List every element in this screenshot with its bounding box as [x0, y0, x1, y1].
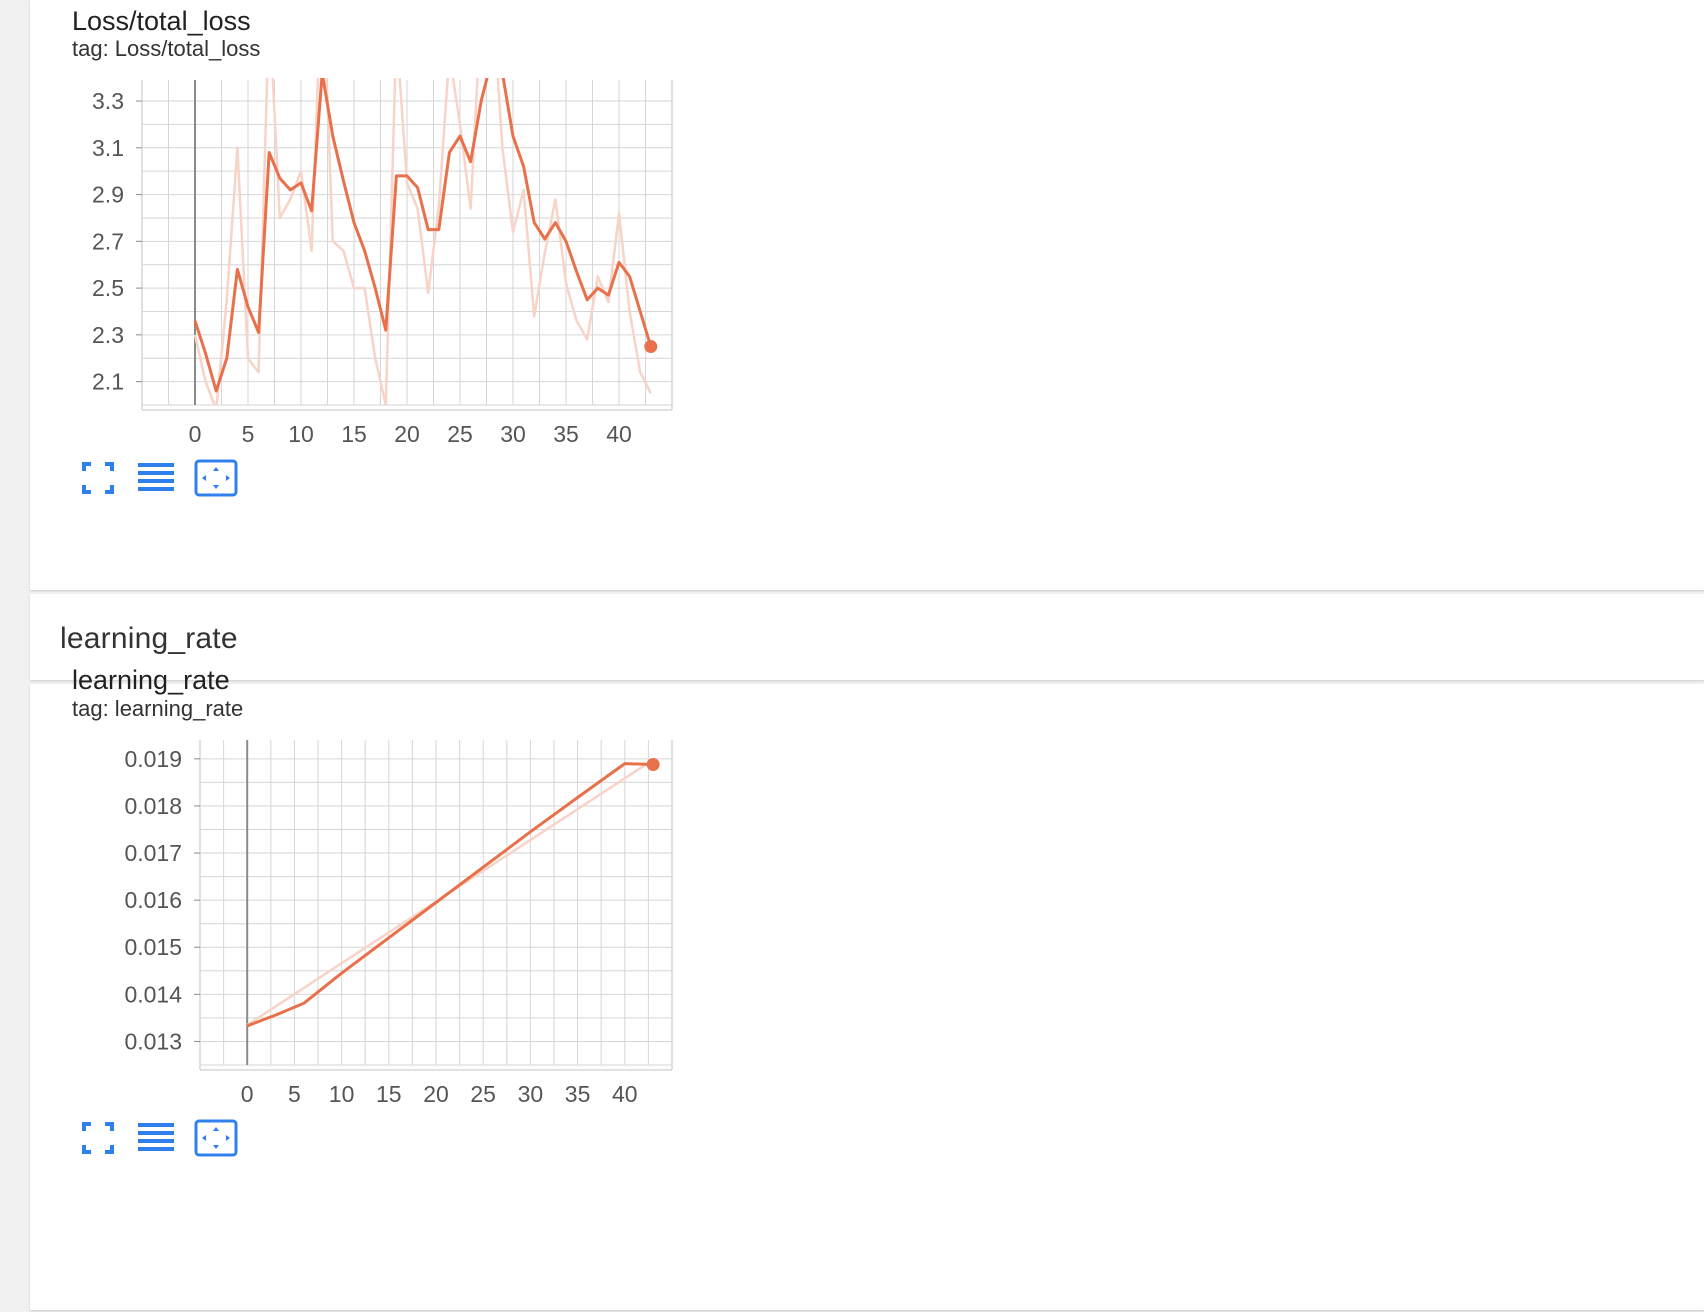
data-table-button[interactable]	[136, 458, 176, 498]
x-tick-label: 35	[565, 1081, 591, 1107]
x-tick-label: 5	[288, 1081, 301, 1107]
y-tick-label: 0.019	[124, 746, 182, 772]
x-tick-label: 40	[612, 1081, 638, 1107]
x-tick-label: 30	[500, 421, 526, 447]
y-tick-label: 0.016	[124, 887, 182, 913]
fullscreen-button[interactable]	[78, 1118, 118, 1158]
fullscreen-icon	[78, 458, 118, 498]
group-title: learning_rate	[60, 622, 238, 656]
x-tick-label: 10	[329, 1081, 355, 1107]
y-tick-label: 0.014	[124, 981, 182, 1007]
group-header-learning-rate[interactable]: learning_rate	[30, 594, 1704, 680]
fit-domain-button[interactable]	[194, 1118, 234, 1158]
x-tick-label: 40	[606, 421, 632, 447]
data-table-icon	[136, 458, 176, 498]
x-tick-label: 0	[189, 421, 202, 447]
learning-rate-chart-card: learning_rate tag: learning_rate 0 5 10 15 2…	[30, 684, 1704, 1310]
data-table-icon	[136, 1118, 176, 1158]
loss-line-chart[interactable]: 0 5 10 15 20 25 30 35 40 2.1 2.3 2.5 2.7 2.9 3.1 3.3	[30, 0, 710, 460]
x-tick-label: 0	[241, 1081, 254, 1107]
y-tick-label: 2.1	[92, 369, 124, 395]
x-tick-label: 5	[242, 421, 255, 447]
x-tick-label: 35	[553, 421, 579, 447]
y-tick-label: 2.7	[92, 228, 124, 254]
x-tick-label: 20	[423, 1081, 449, 1107]
y-tick-label: 2.5	[92, 275, 124, 301]
y-tick-label: 2.9	[92, 182, 124, 208]
fit-domain-button[interactable]	[194, 458, 234, 498]
fit-domain-icon	[194, 458, 238, 498]
fullscreen-icon	[78, 1118, 118, 1158]
learning-rate-line-chart[interactable]: 0 5 10 15 20 25 30 35 40 0.013 0.014 0.015 0.016 0.01…	[30, 684, 710, 1124]
x-tick-label: 15	[376, 1081, 402, 1107]
y-tick-label: 0.017	[124, 840, 182, 866]
x-tick-label: 25	[447, 421, 473, 447]
y-tick-label: 3.3	[92, 88, 124, 114]
series-endpoint	[647, 758, 660, 771]
data-table-button[interactable]	[136, 1118, 176, 1158]
fullscreen-button[interactable]	[78, 458, 118, 498]
x-tick-label: 30	[518, 1081, 544, 1107]
x-tick-label: 15	[341, 421, 367, 447]
y-tick-label: 0.013	[124, 1028, 182, 1054]
x-tick-label: 20	[394, 421, 420, 447]
y-tick-label: 0.018	[124, 793, 182, 819]
y-tick-label: 0.015	[124, 934, 182, 960]
y-tick-label: 2.3	[92, 322, 124, 348]
series-endpoint	[644, 340, 657, 353]
y-tick-label: 3.1	[92, 135, 124, 161]
x-tick-label: 10	[288, 421, 314, 447]
fit-domain-icon	[194, 1118, 238, 1158]
x-tick-label: 25	[470, 1081, 496, 1107]
